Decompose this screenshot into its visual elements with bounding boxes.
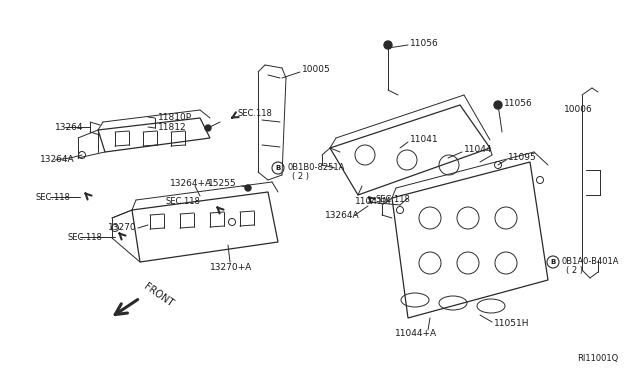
Text: 0B1B0-8251A: 0B1B0-8251A <box>288 164 346 173</box>
Text: SEC.118: SEC.118 <box>35 193 70 202</box>
Text: 11041M: 11041M <box>355 198 392 206</box>
Text: 11051H: 11051H <box>494 320 529 328</box>
Text: 11044: 11044 <box>464 145 493 154</box>
Text: 0B1A0-B401A: 0B1A0-B401A <box>562 257 620 266</box>
Text: FRONT: FRONT <box>142 281 175 309</box>
Text: ( 2 ): ( 2 ) <box>292 171 309 180</box>
Circle shape <box>494 101 502 109</box>
Text: 11812: 11812 <box>158 122 187 131</box>
Text: SEC.118: SEC.118 <box>238 109 273 119</box>
Text: 13264A: 13264A <box>325 211 360 219</box>
Text: 11041: 11041 <box>410 135 438 144</box>
Text: SEC.118: SEC.118 <box>68 234 103 243</box>
Text: 11044+A: 11044+A <box>395 328 437 337</box>
Text: ( 2 ): ( 2 ) <box>566 266 583 275</box>
Text: 10005: 10005 <box>302 65 331 74</box>
Text: 10006: 10006 <box>564 106 593 115</box>
Text: 11095: 11095 <box>508 154 537 163</box>
Text: 13270+A: 13270+A <box>210 263 252 273</box>
Text: 13264A: 13264A <box>40 155 75 164</box>
Text: B: B <box>275 165 280 171</box>
Circle shape <box>245 185 251 191</box>
Text: B: B <box>550 259 556 265</box>
Text: 13270: 13270 <box>108 224 136 232</box>
Text: 13264: 13264 <box>55 122 83 131</box>
Text: SEC.118: SEC.118 <box>165 198 200 206</box>
Text: 11056: 11056 <box>410 39 439 48</box>
Text: 11056: 11056 <box>504 99 532 108</box>
Circle shape <box>384 41 392 49</box>
Text: 11810P: 11810P <box>158 113 192 122</box>
Text: 15255: 15255 <box>208 180 237 189</box>
Text: SEC.118: SEC.118 <box>376 195 411 203</box>
Text: RI11001Q: RI11001Q <box>577 353 618 362</box>
Text: 13264+A: 13264+A <box>170 179 212 187</box>
Circle shape <box>205 125 211 131</box>
